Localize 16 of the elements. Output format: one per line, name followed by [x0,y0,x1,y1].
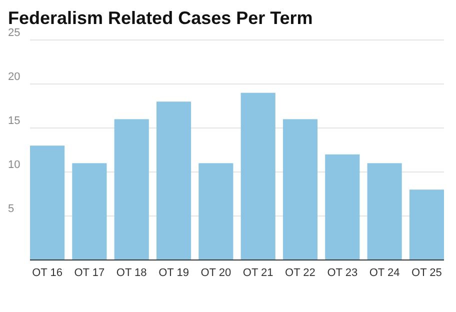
x-tick-label: OT 23 [327,267,358,279]
chart-title: Federalism Related Cases Per Term [8,8,313,28]
x-tick-label: OT 20 [200,267,232,279]
y-tick-label: 15 [8,115,20,127]
x-tick-label: OT 21 [242,267,274,279]
x-tick-label: OT 24 [369,267,400,279]
x-tick-label: OT 17 [74,267,105,279]
y-tick-label: 25 [8,27,20,39]
y-tick-label: 20 [8,71,20,83]
x-tick-label: OT 19 [158,267,189,279]
x-tick-label: OT 25 [412,267,442,279]
x-tick-label: OT 22 [285,267,316,279]
y-tick-label: 10 [8,159,20,171]
x-tick-label: OT 18 [116,267,147,279]
y-tick-label: 5 [8,203,14,215]
x-tick-label: OT 16 [32,267,62,279]
